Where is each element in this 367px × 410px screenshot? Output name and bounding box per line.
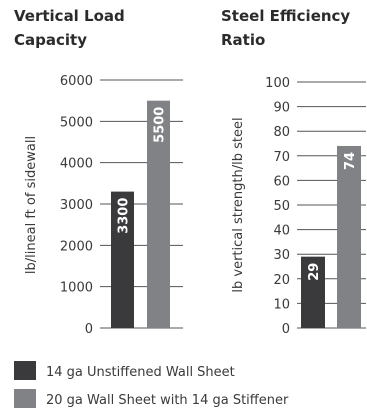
chart1-y-tick-label: 4000 [60, 157, 93, 172]
legend: 14 ga Unstiffened Wall Sheet 20 ga Wall … [14, 361, 289, 408]
chart2-bar-1-value-label: 29 [307, 263, 322, 281]
chart2-y-tick-label: 60 [273, 174, 290, 189]
chart1-y-tick-label: 3000 [60, 198, 93, 213]
chart2-bar-2 [337, 145, 361, 328]
chart2-bars: 29 74 [301, 145, 361, 328]
chart1-y-tick-label: 0 [85, 322, 93, 337]
chart-vertical-load: Vertical Load Capacity lb/lineal ft of s… [14, 7, 183, 337]
chart2-y-tick-label: 90 [273, 101, 290, 116]
chart2-y-tick-label: 100 [265, 76, 290, 91]
chart2-y-tick-label: 80 [273, 125, 290, 140]
chart2-bar-2-value-label: 74 [343, 152, 358, 170]
legend-swatch-unstiffened [14, 361, 36, 380]
chart2-y-tick-label: 30 [273, 248, 290, 263]
chart1-bar-2 [147, 100, 170, 329]
chart1-y-axis-label: lb/lineal ft of sidewall [24, 136, 39, 274]
legend-label-unstiffened: 14 ga Unstiffened Wall Sheet [46, 365, 235, 380]
chart2-title-line2: Ratio [221, 31, 265, 49]
chart2-bar-1 [301, 256, 325, 328]
chart-steel-efficiency: Steel Efficiency Ratio lb vertical stren… [221, 7, 366, 337]
chart2-y-tick-label: 70 [273, 150, 290, 165]
chart1-bar-1-value-label: 3300 [117, 198, 132, 234]
chart1-y-tick-label: 2000 [60, 239, 93, 254]
chart2-y-tick-label: 0 [282, 322, 290, 337]
chart1-title-line2: Capacity [14, 31, 87, 49]
chart2-y-tick-label: 40 [273, 224, 290, 239]
legend-label-stiffener: 20 ga Wall Sheet with 14 ga Stiffener [46, 393, 289, 408]
chart1-y-tick-label: 5000 [60, 115, 93, 130]
chart1-title-line1: Vertical Load [14, 7, 125, 25]
chart2-title-line1: Steel Efficiency [221, 7, 350, 25]
chart1-y-tick-label: 1000 [60, 281, 93, 296]
chart1-bars: 3300 5500 [111, 100, 170, 329]
chart1-bar-2-value-label: 5500 [153, 107, 168, 143]
chart2-y-tick-label: 10 [273, 297, 290, 312]
legend-swatch-stiffener [14, 389, 36, 408]
chart2-y-tick-label: 20 [273, 273, 290, 288]
chart2-y-axis-label: lb vertical strength/lb steel [231, 117, 246, 292]
chart1-y-tick-label: 6000 [60, 74, 93, 89]
chart2-y-tick-label: 50 [273, 199, 290, 214]
chart1-bar-1 [111, 191, 134, 328]
